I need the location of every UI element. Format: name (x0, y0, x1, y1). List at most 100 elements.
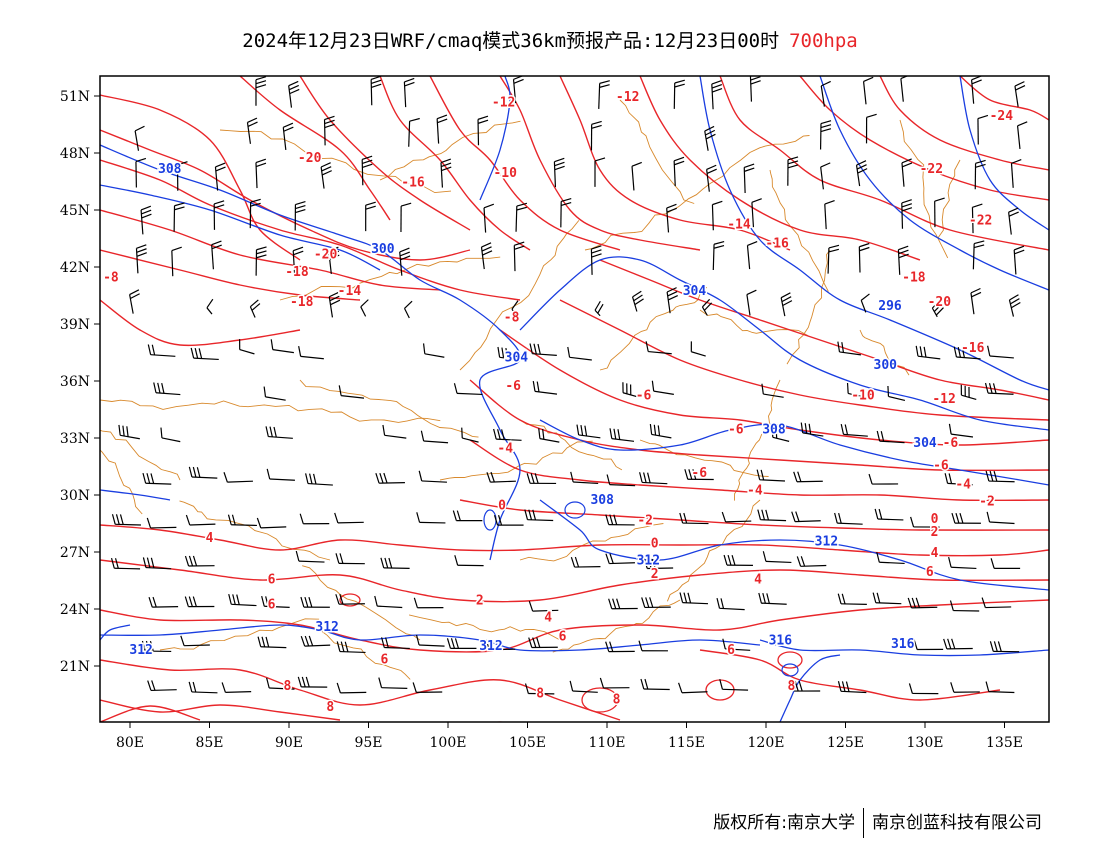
temperature-label: -4 (955, 478, 971, 493)
wind-barb (984, 382, 1014, 395)
temperature-label: -6 (933, 459, 949, 474)
wind-barb (987, 345, 1014, 359)
temperature-isotherm (100, 599, 1049, 653)
temperature-label: -16 (765, 236, 789, 251)
wind-barb (640, 678, 670, 691)
wind-barb (485, 639, 516, 651)
temperature-label: 8 (283, 679, 291, 694)
wind-barb (743, 163, 755, 194)
temperature-isotherm (100, 659, 621, 721)
wind-barb (1008, 294, 1021, 317)
wind-barb (908, 683, 939, 695)
geopotential-closed-contour (483, 509, 497, 531)
wind-barb (184, 555, 215, 567)
wind-barb (188, 681, 218, 694)
geopotential-label: 316 (891, 637, 915, 652)
temperature-label: -14 (338, 284, 362, 299)
geopotential-label: 304 (683, 284, 707, 299)
wind-barb (553, 157, 565, 188)
temperature-isotherm (799, 76, 1049, 201)
lon-label: 115E (668, 735, 705, 751)
wind-barb (704, 125, 716, 151)
temperature-closed-contour (777, 651, 803, 669)
temperature-isotherm (429, 76, 621, 251)
wind-barb (990, 558, 1021, 569)
temperature-label: -4 (747, 483, 763, 498)
temperature-label: 0 (651, 537, 659, 552)
boundary-line (302, 565, 421, 641)
wind-barb (949, 600, 980, 612)
wind-barb (422, 343, 445, 358)
wind-barb (1008, 207, 1019, 235)
wind-barb (336, 641, 366, 654)
wind-barb (950, 682, 980, 693)
wind-barb (263, 386, 286, 401)
geopotential-contours (100, 76, 1049, 722)
boundary-line (219, 129, 452, 194)
wind-barb (1014, 81, 1026, 107)
wind-barb (981, 597, 1012, 609)
wind-barb (970, 76, 982, 104)
temperature-label: -18 (285, 265, 309, 280)
boundary-line (379, 120, 521, 181)
geopotential-label: 308 (158, 162, 182, 177)
temperature-label: 6 (380, 652, 388, 667)
wind-barb (758, 592, 787, 605)
temperature-label: -18 (902, 271, 926, 286)
wind-barb (989, 641, 1020, 653)
wind-barb (420, 430, 449, 444)
boundary-line (786, 249, 831, 365)
geopotential-label: 312 (479, 639, 502, 654)
wind-barb (723, 554, 753, 566)
wind-barb (846, 382, 866, 398)
temperature-isotherm (499, 329, 1049, 446)
geopotential-label: 316 (769, 633, 793, 648)
wind-barb (631, 290, 644, 312)
copyright-right: 南京创蓝科技有限公司 (872, 813, 1042, 833)
wind-barb (129, 289, 140, 314)
boundary-line (100, 399, 441, 423)
wind-barb (320, 162, 332, 189)
wind-barb (493, 514, 524, 526)
wind-barb (118, 424, 140, 440)
boundary-line (279, 256, 501, 301)
wind-barb (538, 428, 560, 443)
wind-barb (876, 551, 905, 565)
geopotential-isoline (699, 76, 1049, 391)
temperature-label: -2 (637, 514, 653, 529)
wind-barb (605, 641, 635, 653)
wind-barb (622, 382, 639, 398)
boundary-line (100, 449, 143, 515)
wind-barb (800, 422, 824, 437)
lat-label: 48N (60, 146, 90, 162)
wind-barb (761, 383, 784, 398)
temperature-label: 4 (931, 546, 939, 561)
boundary-line (100, 429, 181, 481)
wind-barb (749, 76, 761, 102)
temperature-isotherm (100, 705, 201, 722)
wind-barb (860, 293, 870, 313)
temperature-label: -8 (103, 271, 119, 286)
wind-barb (223, 472, 253, 483)
lon-label: 125E (827, 735, 864, 751)
wind-barb (985, 681, 1015, 694)
wind-barb (819, 120, 832, 150)
lat-label: 21N (60, 659, 90, 675)
wind-barb (529, 343, 557, 356)
copyright-footer: 版权所有:南京大学 南京创蓝科技有限公司 (713, 808, 1042, 838)
wind-barb (771, 426, 790, 442)
wind-barb (977, 114, 989, 145)
wind-barb (837, 341, 862, 356)
wind-barb (722, 638, 751, 651)
temperature-isotherm (100, 524, 1049, 557)
wind-barb (796, 556, 827, 567)
wind-barb (948, 423, 974, 438)
lat-label: 27N (60, 545, 90, 561)
wind-barb (862, 76, 874, 105)
wind-barb (876, 430, 905, 444)
geopotential-isoline (539, 499, 1049, 591)
wind-barb (415, 634, 445, 647)
temperature-closed-contour (581, 687, 619, 713)
wind-barb (497, 346, 522, 361)
wind-barb (711, 79, 723, 110)
